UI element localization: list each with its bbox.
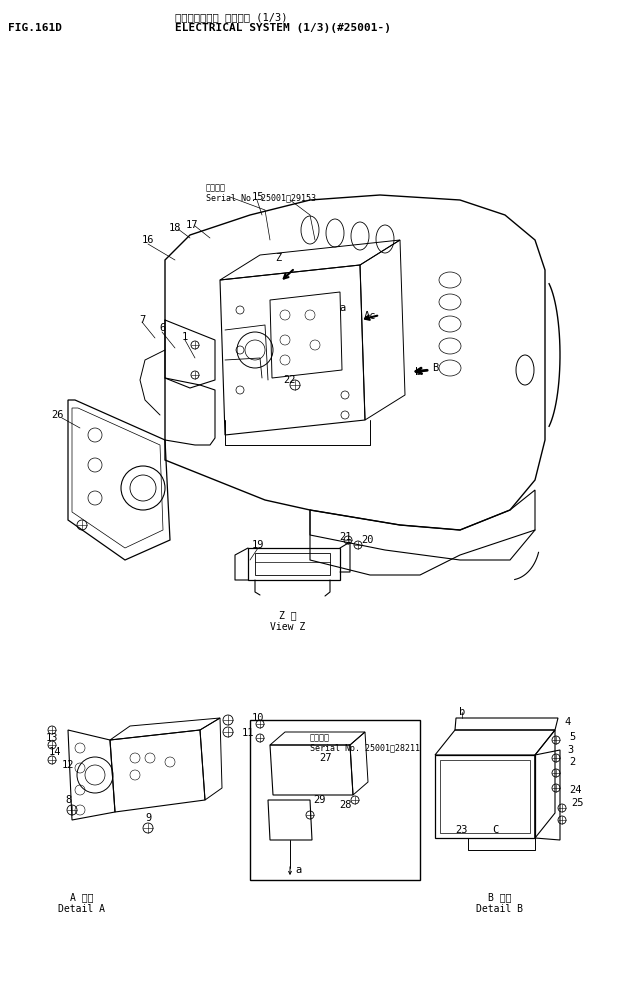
- Text: 3: 3: [567, 745, 573, 755]
- Text: Ac: Ac: [364, 311, 376, 321]
- Text: Z: Z: [275, 253, 281, 263]
- Text: 11: 11: [241, 728, 254, 738]
- Text: B 詳細
Detail B: B 詳細 Detail B: [477, 892, 524, 914]
- Text: 22: 22: [284, 375, 296, 385]
- Text: 適用号符
Serial No. 25001～29153: 適用号符 Serial No. 25001～29153: [206, 183, 316, 202]
- Text: b: b: [459, 707, 465, 717]
- Text: B: B: [432, 363, 438, 373]
- Text: 24: 24: [568, 785, 581, 795]
- Text: 6: 6: [159, 323, 165, 333]
- Text: 7: 7: [139, 315, 145, 325]
- Text: b: b: [415, 367, 421, 377]
- Text: 17: 17: [186, 220, 198, 230]
- Text: 12: 12: [62, 760, 74, 770]
- Text: a: a: [339, 303, 345, 313]
- Text: a: a: [295, 865, 301, 875]
- Text: 20: 20: [362, 535, 374, 545]
- Text: 13: 13: [46, 733, 58, 743]
- Text: FIG.161D: FIG.161D: [8, 23, 62, 33]
- Text: ELECTRICAL SYSTEM (1/3)(#25001-): ELECTRICAL SYSTEM (1/3)(#25001-): [175, 23, 391, 33]
- Text: 29: 29: [314, 795, 326, 805]
- Text: 23: 23: [456, 825, 468, 835]
- Text: エレクトリカル システム (1/3): エレクトリカル システム (1/3): [175, 12, 288, 22]
- Text: 9: 9: [145, 813, 151, 823]
- Text: 21: 21: [339, 532, 351, 542]
- Text: 26: 26: [52, 410, 64, 420]
- Text: 28: 28: [339, 800, 351, 810]
- Text: 適用号符
Serial No. 25001～28211: 適用号符 Serial No. 25001～28211: [310, 733, 420, 753]
- Text: 25: 25: [572, 798, 584, 808]
- Text: 16: 16: [142, 235, 154, 245]
- Text: 5: 5: [569, 732, 575, 742]
- Text: 15: 15: [251, 192, 264, 202]
- Text: 1: 1: [182, 332, 188, 342]
- Text: 10: 10: [251, 713, 264, 723]
- Text: 19: 19: [251, 540, 264, 550]
- Text: 2: 2: [569, 757, 575, 767]
- Text: 27: 27: [319, 753, 331, 763]
- Text: A 詳細
Detail A: A 詳細 Detail A: [59, 892, 105, 914]
- Text: 14: 14: [49, 747, 61, 757]
- Text: Z 構
View Z: Z 構 View Z: [270, 610, 306, 631]
- Text: C: C: [492, 825, 498, 835]
- Text: 4: 4: [565, 717, 571, 727]
- Text: 18: 18: [168, 223, 181, 233]
- Text: 8: 8: [65, 795, 71, 805]
